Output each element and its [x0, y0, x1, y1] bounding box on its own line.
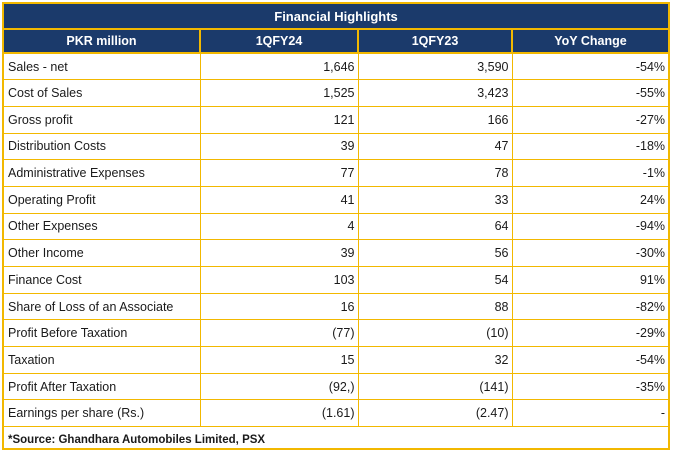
table-row: Profit After Taxation (92,) (141) -35%	[4, 373, 669, 401]
cell-1qfy24: 1,525	[200, 79, 359, 107]
cell-1qfy24: 77	[200, 159, 359, 187]
cell-yoy-change: -55%	[512, 79, 669, 107]
table-row: Operating Profit 41 33 24%	[4, 186, 669, 214]
cell-1qfy24: 15	[200, 346, 359, 374]
cell-1qfy24: 103	[200, 266, 359, 294]
cell-1qfy24: 39	[200, 133, 359, 161]
table-title-row: Financial Highlights	[4, 4, 669, 30]
cell-1qfy23: 32	[358, 346, 513, 374]
cell-1qfy24: (77)	[200, 319, 359, 348]
cell-yoy-change: -82%	[512, 293, 669, 321]
table-row: Taxation 15 32 -54%	[4, 346, 669, 374]
cell-yoy-change: -54%	[512, 53, 669, 81]
cell-1qfy23: 78	[358, 159, 513, 187]
financial-highlights-panel: Financial Highlights PKR million 1QFY24 …	[2, 2, 670, 450]
table-row: Gross profit 121 166 -27%	[4, 106, 669, 134]
cell-1qfy23: 56	[358, 239, 513, 267]
cell-1qfy23: (2.47)	[358, 399, 513, 428]
cell-1qfy23: (10)	[358, 319, 513, 348]
row-label: Distribution Costs	[4, 133, 201, 161]
cell-1qfy23: 54	[358, 266, 513, 294]
column-header-1qfy23: 1QFY23	[358, 29, 513, 54]
cell-yoy-change: -	[512, 399, 669, 428]
cell-1qfy24: (92,)	[200, 373, 359, 401]
cell-1qfy24: (1.61)	[200, 399, 359, 428]
cell-1qfy23: 33	[358, 186, 513, 214]
column-header-yoy-change: YoY Change	[512, 29, 669, 54]
row-label: Profit After Taxation	[4, 373, 201, 401]
cell-yoy-change: -54%	[512, 346, 669, 374]
row-label: Earnings per share (Rs.)	[4, 399, 201, 428]
cell-yoy-change: 91%	[512, 266, 669, 294]
column-header-metric: PKR million	[4, 29, 201, 54]
row-label: Administrative Expenses	[4, 159, 201, 187]
cell-1qfy23: 64	[358, 213, 513, 241]
table-row: Profit Before Taxation (77) (10) -29%	[4, 319, 669, 348]
row-label: Finance Cost	[4, 266, 201, 294]
cell-1qfy23: 88	[358, 293, 513, 321]
cell-1qfy24: 41	[200, 186, 359, 214]
cell-yoy-change: -1%	[512, 159, 669, 187]
row-label: Sales - net	[4, 53, 201, 81]
table-row: Share of Loss of an Associate 16 88 -82%	[4, 293, 669, 321]
table-body: Sales - net 1,646 3,590 -54% Cost of Sales 1,…	[4, 53, 669, 428]
row-label: Share of Loss of an Associate	[4, 293, 201, 321]
cell-1qfy23: 47	[358, 133, 513, 161]
column-header-row: PKR million 1QFY24 1QFY23 YoY Change	[4, 29, 669, 54]
cell-yoy-change: -18%	[512, 133, 669, 161]
table-row: Finance Cost 103 54 91%	[4, 266, 669, 294]
table-row: Cost of Sales 1,525 3,423 -55%	[4, 79, 669, 107]
cell-yoy-change: -29%	[512, 319, 669, 348]
row-label: Operating Profit	[4, 186, 201, 214]
cell-yoy-change: -27%	[512, 106, 669, 134]
cell-1qfy24: 16	[200, 293, 359, 321]
cell-1qfy23: 3,423	[358, 79, 513, 107]
cell-1qfy24: 121	[200, 106, 359, 134]
table-row: Distribution Costs 39 47 -18%	[4, 133, 669, 161]
source-row: *Source: Ghandhara Automobiles Limited, …	[4, 427, 668, 453]
table-row: Administrative Expenses 77 78 -1%	[4, 159, 669, 187]
row-label: Other Expenses	[4, 213, 201, 241]
table-title: Financial Highlights	[4, 4, 669, 30]
financial-highlights-table: Financial Highlights PKR million 1QFY24 …	[4, 4, 669, 453]
cell-yoy-change: -35%	[512, 373, 669, 401]
row-label: Taxation	[4, 346, 201, 374]
table-row: Sales - net 1,646 3,590 -54%	[4, 53, 669, 81]
row-label: Other Income	[4, 239, 201, 267]
cell-yoy-change: 24%	[512, 186, 669, 214]
row-label: Profit Before Taxation	[4, 319, 201, 348]
table-row: Earnings per share (Rs.) (1.61) (2.47) -	[4, 399, 669, 428]
column-header-1qfy24: 1QFY24	[200, 29, 359, 54]
table-row: Other Expenses 4 64 -94%	[4, 213, 669, 241]
cell-yoy-change: -94%	[512, 213, 669, 241]
table-row: Other Income 39 56 -30%	[4, 239, 669, 267]
cell-1qfy23: (141)	[358, 373, 513, 401]
row-label: Cost of Sales	[4, 79, 201, 107]
cell-1qfy23: 166	[358, 106, 513, 134]
cell-yoy-change: -30%	[512, 239, 669, 267]
cell-1qfy23: 3,590	[358, 53, 513, 81]
cell-1qfy24: 4	[200, 213, 359, 241]
cell-1qfy24: 1,646	[200, 53, 359, 81]
source-note: *Source: Ghandhara Automobiles Limited, …	[8, 433, 266, 446]
cell-1qfy24: 39	[200, 239, 359, 267]
row-label: Gross profit	[4, 106, 201, 134]
